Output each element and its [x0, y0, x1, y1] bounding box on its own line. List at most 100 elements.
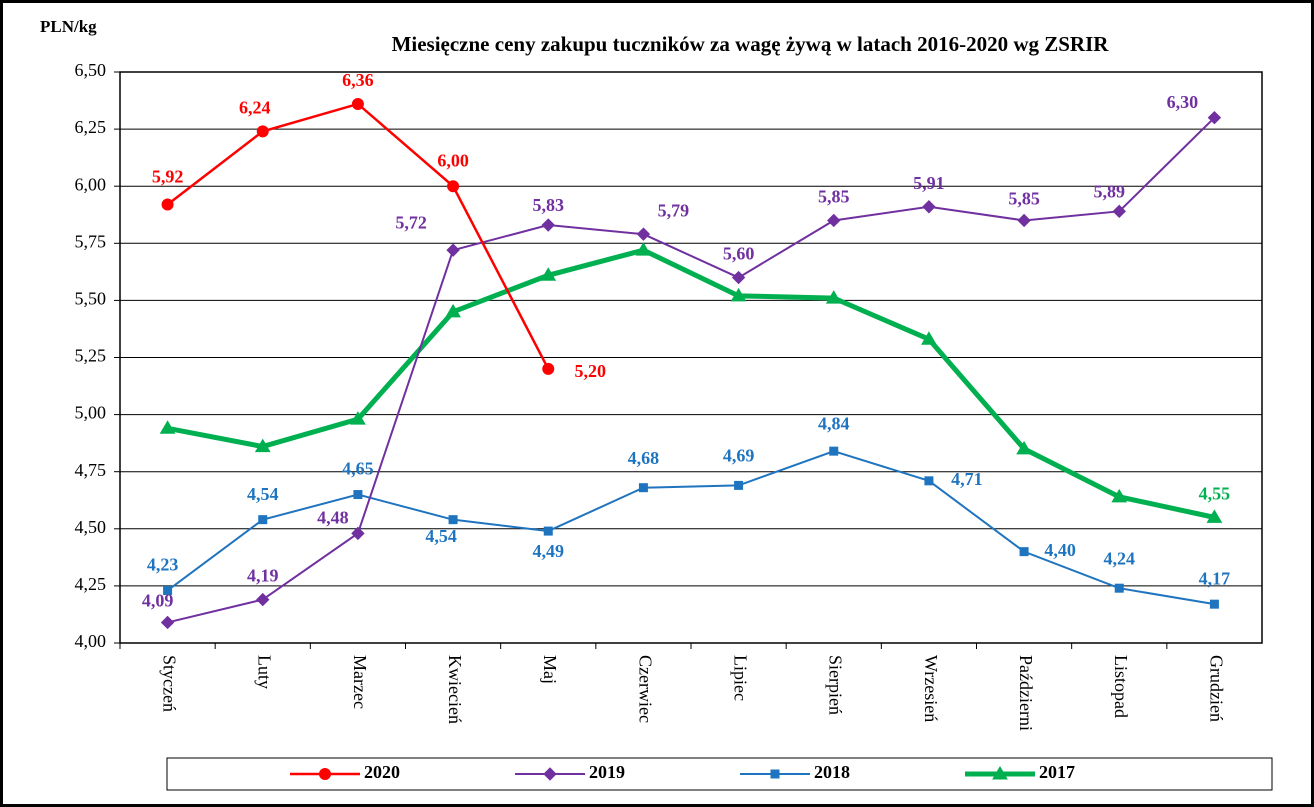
x-tick-label: Lipiec [730, 655, 750, 701]
data-label: 4,24 [1104, 548, 1136, 568]
data-label: 5,79 [658, 200, 690, 220]
marker [922, 200, 936, 214]
x-tick-label: Marzec [350, 655, 370, 709]
data-label: 4,17 [1199, 568, 1231, 588]
x-tick-label: Grudzień [1206, 655, 1226, 722]
marker [353, 490, 363, 500]
chart-title: Miesięczne ceny zakupu tuczników za wagę… [392, 32, 1110, 56]
data-label: 4,71 [951, 469, 983, 489]
y-tick-label: 6,50 [75, 60, 107, 80]
data-label: 4,23 [147, 555, 179, 575]
series-line [167, 116, 1216, 624]
data-label: 6,24 [239, 98, 271, 118]
legend-label: 2019 [589, 762, 625, 782]
series-line [167, 247, 1215, 520]
marker [992, 766, 1008, 780]
data-label: 4,55 [1199, 484, 1231, 504]
marker [256, 592, 270, 607]
data-label: 5,85 [1008, 189, 1040, 209]
marker [163, 585, 173, 595]
data-label: 4,49 [533, 541, 565, 561]
marker [319, 768, 331, 780]
marker [1206, 509, 1223, 523]
marker [351, 526, 365, 541]
marker [448, 515, 458, 525]
x-tick-label: Maj [540, 655, 560, 684]
data-label: 5,20 [575, 361, 607, 381]
marker [1207, 110, 1222, 125]
marker [256, 125, 269, 138]
x-tick-label: Wrzesień [921, 655, 941, 722]
marker [924, 476, 934, 486]
marker [829, 446, 839, 456]
marker [543, 526, 553, 536]
marker [734, 480, 744, 490]
marker [543, 767, 557, 781]
marker [1016, 440, 1032, 455]
marker [258, 515, 268, 525]
y-tick-label: 5,50 [75, 289, 107, 309]
y-tick-label: 5,75 [75, 231, 107, 251]
data-label: 4,09 [142, 591, 174, 611]
marker [638, 483, 648, 493]
data-label: 4,84 [818, 413, 850, 433]
x-tick-label: Styczeń [159, 655, 179, 712]
y-tick-label: 4,00 [75, 631, 107, 651]
marker [770, 769, 780, 779]
marker [1209, 599, 1219, 609]
data-label: 5,89 [1094, 181, 1126, 201]
y-tick-label: 4,50 [75, 517, 107, 537]
series-line [166, 450, 1215, 606]
marker [1111, 488, 1128, 503]
marker [445, 303, 461, 318]
marker [351, 97, 364, 110]
data-label: 5,83 [533, 195, 565, 215]
data-label: 4,54 [247, 484, 279, 504]
y-tick-label: 5,00 [75, 403, 107, 423]
data-label: 5,72 [395, 212, 427, 232]
marker [1019, 547, 1029, 557]
data-label: 4,65 [342, 459, 374, 479]
y-tick-label: 4,75 [75, 460, 107, 480]
marker [921, 331, 937, 345]
data-label: 5,85 [818, 187, 850, 207]
data-label: 4,68 [628, 448, 660, 468]
data-label: 4,19 [247, 566, 279, 586]
marker [159, 420, 176, 434]
x-tick-label: Czerwiec [635, 655, 655, 723]
marker [542, 362, 555, 375]
marker [541, 218, 555, 232]
marker [730, 287, 747, 302]
data-label: 5,91 [913, 173, 945, 193]
marker [636, 227, 651, 241]
marker [160, 615, 175, 630]
marker [447, 180, 460, 193]
x-tick-label: Listopad [1111, 655, 1131, 718]
data-label: 4,48 [317, 507, 349, 527]
data-label: 4,40 [1044, 540, 1076, 560]
marker [540, 267, 557, 281]
y-tick-label: 5,25 [75, 346, 107, 366]
marker [254, 438, 271, 453]
data-label: 4,69 [723, 446, 755, 466]
y-tick-label: 6,25 [75, 117, 107, 137]
marker [446, 243, 460, 257]
marker [827, 213, 841, 228]
marker [731, 270, 746, 285]
marker [635, 242, 652, 256]
x-tick-label: Sierpień [826, 655, 846, 715]
y-tick-label: 4,25 [75, 574, 107, 594]
marker [1017, 213, 1031, 228]
x-tick-label: Kwiecień [445, 655, 465, 724]
legend-label: 2020 [364, 762, 400, 782]
data-label: 4,54 [425, 526, 457, 546]
marker [825, 290, 842, 304]
data-label: 6,36 [342, 70, 374, 90]
x-tick-label: Luty [255, 655, 275, 689]
y-tick-label: 6,00 [75, 174, 107, 194]
y-axis-label: PLN/kg [40, 17, 97, 36]
x-tick-label: Październi [1016, 655, 1036, 731]
